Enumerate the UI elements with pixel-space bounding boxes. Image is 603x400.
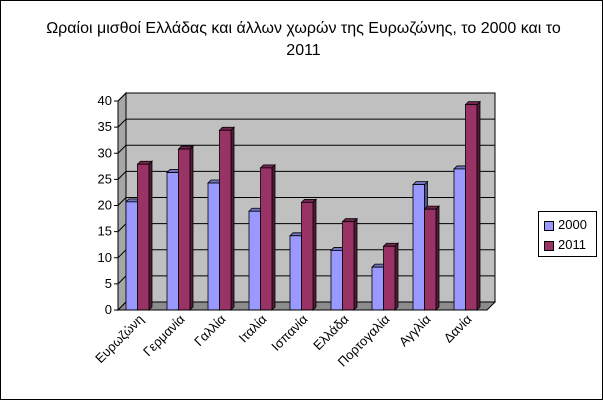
- bar-top: [136, 160, 153, 165]
- bar-front: [166, 172, 179, 311]
- bar-top: [177, 145, 194, 150]
- gridline: [117, 144, 495, 154]
- bar-side: [189, 145, 194, 311]
- gridline: [117, 170, 495, 180]
- bar: [136, 160, 153, 311]
- bar-front: [260, 167, 273, 311]
- x-tick-label: Αγγλία: [396, 311, 434, 349]
- bar-top: [412, 181, 429, 186]
- bar-top: [382, 242, 399, 247]
- bar-top: [341, 218, 358, 223]
- legend-label-2000: 2000: [558, 217, 587, 232]
- bar: [300, 198, 317, 311]
- x-tick-label: Γαλλία: [191, 311, 229, 349]
- bar-front: [330, 250, 343, 311]
- bar-front: [412, 184, 425, 311]
- bar-top: [259, 164, 276, 169]
- bar-side: [435, 205, 440, 311]
- chart-legend: 2000 2011: [538, 211, 597, 257]
- bar-top: [464, 101, 481, 106]
- bar-side: [148, 160, 153, 311]
- y-tick-label: 40: [98, 93, 112, 108]
- bar-side: [271, 163, 276, 311]
- x-tick-label: Ισπανία: [268, 311, 311, 354]
- legend-swatch-2000: [544, 221, 554, 231]
- bar-front: [289, 235, 302, 311]
- bar-side: [230, 126, 235, 311]
- bar-front: [137, 163, 150, 311]
- y-tick-label: 30: [98, 145, 112, 160]
- bar: [464, 100, 481, 311]
- bar-front: [383, 245, 396, 311]
- bar: [341, 217, 358, 311]
- legend-label-2011: 2011: [558, 237, 586, 252]
- x-tick-label: Ευρωζώνη: [92, 312, 147, 367]
- y-tick-label: 15: [98, 224, 112, 239]
- x-tick-label: Ιταλία: [236, 311, 270, 345]
- bar-side: [353, 217, 358, 311]
- y-tick-label: 10: [98, 250, 112, 265]
- gridline: [117, 197, 495, 206]
- bar-top: [423, 205, 440, 210]
- bar-top: [300, 198, 317, 203]
- bar-front: [371, 266, 384, 311]
- bar-front: [219, 129, 232, 311]
- x-tick-label: Γερμανία: [140, 311, 188, 359]
- bar-front: [465, 104, 478, 311]
- bar-front: [125, 201, 138, 311]
- bar-front: [342, 221, 355, 311]
- y-tick-label: 35: [98, 119, 112, 134]
- bar-front: [453, 168, 466, 311]
- y-tick-label: 5: [105, 276, 112, 291]
- bar-front: [178, 148, 191, 311]
- bar: [382, 242, 399, 311]
- legend-swatch-2011: [544, 241, 554, 251]
- gridline: [117, 118, 495, 128]
- bar-side: [312, 198, 317, 311]
- bar-front: [301, 201, 314, 311]
- bar-front: [424, 208, 437, 311]
- bar-side: [394, 242, 399, 311]
- bar-front: [248, 210, 261, 311]
- bar: [177, 145, 194, 311]
- gridline: [117, 92, 495, 102]
- bar-side: [476, 100, 481, 311]
- bar: [259, 163, 276, 311]
- bar-front: [207, 182, 220, 311]
- y-tick-label: 0: [105, 302, 112, 317]
- bar: [218, 126, 235, 311]
- bar-top: [218, 126, 235, 131]
- y-tick-label: 25: [98, 171, 112, 186]
- y-tick-label: 20: [98, 198, 112, 213]
- bar: [423, 205, 440, 311]
- chart-title: Ωραίοι μισθοί Ελλάδας και άλλων χωρών τη…: [46, 20, 561, 59]
- x-tick-label: Δανία: [441, 311, 475, 345]
